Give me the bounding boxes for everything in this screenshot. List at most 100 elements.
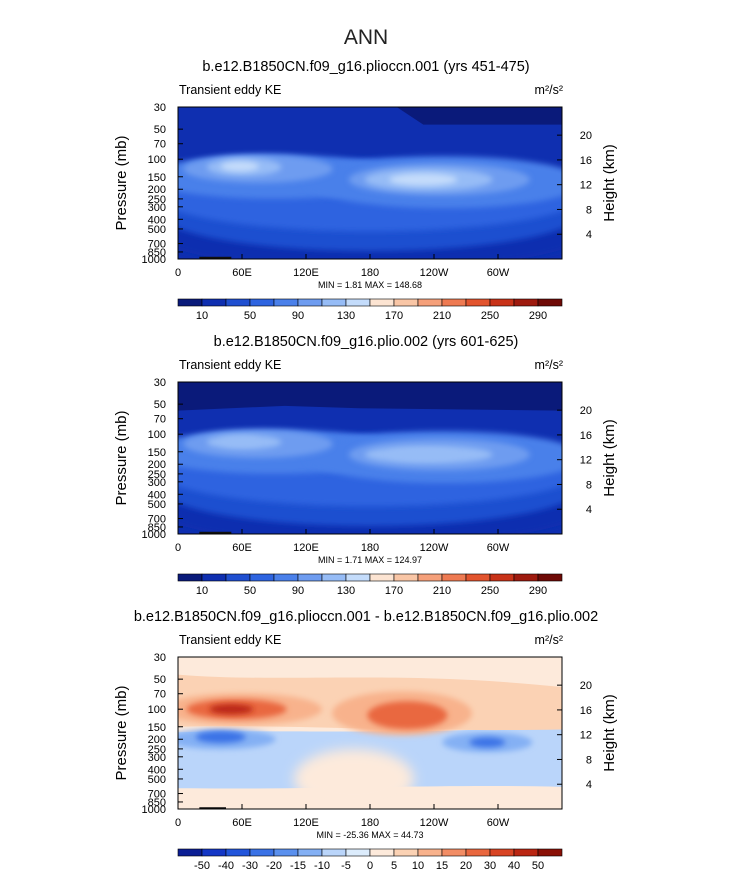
x-tick-label: 60W: [487, 542, 510, 554]
colorbar-label: 20: [460, 860, 472, 872]
contour-band: [220, 161, 260, 172]
y-tick-label: 1000: [142, 804, 166, 816]
colorbar-swatch: [417, 298, 443, 307]
colorbar-label: 130: [337, 585, 355, 597]
colorbar-label: 130: [337, 310, 355, 322]
colorbar-label: 210: [433, 310, 451, 322]
contour-band: [220, 437, 260, 446]
colorbar-label: 40: [508, 860, 520, 872]
x-tick-label: 0: [175, 817, 181, 829]
y-tick-label: 700: [148, 514, 166, 526]
y-tick-label: 70: [154, 689, 166, 701]
colorbar-label: 250: [481, 310, 499, 322]
colorbar-label: -20: [266, 860, 282, 872]
x-tick-label: 180: [361, 817, 379, 829]
contour-band: [389, 173, 458, 186]
y-tick-label: 1000: [142, 254, 166, 266]
y-tick-label: 500: [148, 224, 166, 236]
y2-axis-label: Height (km): [601, 144, 618, 222]
x-tick-label: 60E: [232, 817, 252, 829]
y-tick-label: 400: [148, 489, 166, 501]
y-tick-label: 70: [154, 414, 166, 426]
y-tick-label: 200: [148, 459, 166, 471]
colorbar-swatch: [489, 848, 515, 857]
colorbar-label: 10: [196, 585, 208, 597]
page-title: ANN: [344, 26, 388, 49]
topography: [199, 256, 232, 259]
y-tick-label: 300: [148, 477, 166, 489]
x-tick-label: 180: [361, 542, 379, 554]
y-tick-label: 1000: [142, 529, 166, 541]
y2-tick-label: 4: [586, 504, 592, 516]
colorbar-swatch: [513, 848, 539, 857]
colorbar-label: 290: [529, 585, 547, 597]
y-tick-label: 150: [148, 447, 166, 459]
contour-field: [178, 657, 562, 809]
colorbar-label: 5: [391, 860, 397, 872]
y-tick-label: 30: [154, 652, 166, 664]
colorbar-label: 0: [367, 860, 373, 872]
colorbar-swatch: [273, 298, 299, 307]
panel-3-difference: b.e12.B1850CN.f09_g16.plioccn.001 - b.e1…: [113, 609, 618, 872]
colorbar-swatch: [513, 298, 539, 307]
colorbar-swatch: [297, 298, 323, 307]
y-tick-label: 30: [154, 102, 166, 114]
y-tick-label: 50: [154, 124, 166, 136]
contour-band: [389, 449, 458, 460]
x-tick-label: 60E: [232, 267, 252, 279]
colorbar-swatch: [249, 298, 275, 307]
colorbar-label: 290: [529, 310, 547, 322]
y2-tick-label: 20: [580, 680, 592, 692]
y2-tick-label: 20: [580, 130, 592, 142]
colorbar-swatch: [393, 298, 419, 307]
colorbar-swatch: [393, 573, 419, 582]
colorbar-label: 30: [484, 860, 496, 872]
colorbar-label: -50: [194, 860, 210, 872]
colorbar-swatch: [537, 573, 563, 582]
topography: [199, 531, 232, 534]
y-tick-label: 50: [154, 674, 166, 686]
y-tick-label: 400: [148, 764, 166, 776]
units-label: m²/s²: [535, 83, 563, 97]
y2-tick-label: 4: [586, 779, 592, 791]
colorbar-label: 90: [292, 585, 304, 597]
colorbar-swatch: [369, 298, 395, 307]
colorbar-label: -5: [341, 860, 351, 872]
colorbar-label: 210: [433, 585, 451, 597]
y-axis-label: Pressure (mb): [113, 135, 130, 230]
colorbar-swatch: [465, 298, 491, 307]
contour-field: [178, 107, 562, 259]
y-tick-label: 150: [148, 172, 166, 184]
y-tick-label: 300: [148, 752, 166, 764]
y-tick-label: 400: [148, 214, 166, 226]
x-tick-label: 60W: [487, 267, 510, 279]
colorbar-swatch: [441, 848, 467, 857]
colorbar-label: -15: [290, 860, 306, 872]
min-max-stats: MIN = -25.36 MAX = 44.73: [316, 830, 423, 840]
colorbar-swatch: [249, 573, 275, 582]
colorbar-swatch: [201, 573, 227, 582]
colorbar-swatch: [441, 298, 467, 307]
colorbar-label: 50: [244, 585, 256, 597]
y-axis-label: Pressure (mb): [113, 410, 130, 505]
colorbar-swatch: [177, 848, 203, 857]
y-tick-label: 200: [148, 184, 166, 196]
y-tick-label: 250: [148, 744, 166, 756]
colorbar-label: 50: [244, 310, 256, 322]
y-tick-label: 250: [148, 194, 166, 206]
panel-title: b.e12.B1850CN.f09_g16.plioccn.001 (yrs 4…: [202, 59, 529, 75]
y-tick-label: 250: [148, 469, 166, 481]
y2-axis-label: Height (km): [601, 419, 618, 497]
y-tick-label: 100: [148, 704, 166, 716]
colorbar-label: 10: [196, 310, 208, 322]
y2-tick-label: 12: [580, 455, 592, 467]
colorbar-swatch: [369, 848, 395, 857]
band-below-10: [396, 107, 562, 125]
y-tick-label: 850: [148, 797, 166, 809]
colorbar-swatch: [417, 848, 443, 857]
y2-tick-label: 16: [580, 430, 592, 442]
x-tick-label: 60W: [487, 817, 510, 829]
contour-band: [294, 748, 414, 809]
y-tick-label: 100: [148, 429, 166, 441]
